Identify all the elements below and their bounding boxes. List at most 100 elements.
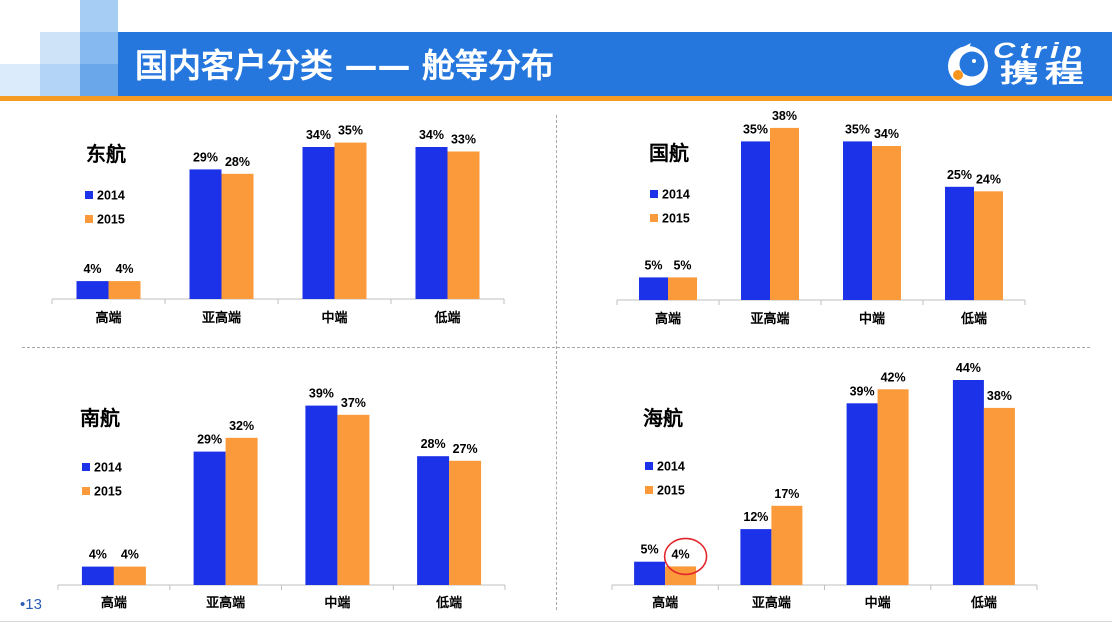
header-bar: 国内客户分类 —— 舱等分布	[118, 32, 1112, 96]
category-label-haihang-sub-high: 亚高端	[752, 595, 791, 611]
legend-label-2015: 2015	[94, 485, 122, 499]
bar-nanhang-2015-high	[113, 566, 146, 585]
decor-square	[80, 0, 118, 32]
legend: 2014 2015	[650, 188, 690, 226]
decor-square	[80, 64, 118, 96]
legend-swatch-2014	[645, 462, 653, 470]
bar-donghang-2014-low	[415, 147, 448, 299]
category-label-nanhang-sub-high: 亚高端	[206, 595, 245, 611]
data-label-nanhang-2014-low: 28%	[421, 437, 446, 451]
data-label-nanhang-2015-sub-high: 32%	[229, 419, 254, 433]
category-label-guohang-mid: 中端	[859, 311, 885, 327]
bar-donghang-2015-sub-high	[221, 173, 254, 299]
data-label-guohang-2015-sub-high: 38%	[772, 109, 797, 123]
category-label-guohang-low: 低端	[960, 311, 987, 327]
bar-guohang-2014-mid	[843, 141, 872, 300]
bar-haihang-2014-low	[952, 380, 984, 585]
data-label-nanhang-2015-mid: 37%	[341, 396, 366, 410]
data-label-donghang-2015-sub-high: 28%	[225, 155, 250, 169]
data-label-donghang-2014-low: 34%	[419, 128, 444, 142]
legend-swatch-2014	[82, 463, 90, 471]
data-label-guohang-2015-high: 5%	[673, 258, 691, 272]
page-number: •13	[20, 596, 42, 613]
data-label-haihang-2014-sub-high: 12%	[743, 510, 768, 524]
decor-square	[80, 32, 118, 64]
bar-guohang-2014-sub-high	[741, 141, 770, 300]
legend-label-2014: 2014	[94, 461, 122, 475]
category-label-donghang-low: 低端	[433, 310, 460, 326]
bar-nanhang-2014-low	[417, 456, 450, 585]
bar-nanhang-2015-sub-high	[225, 437, 258, 585]
bar-haihang-2015-low	[983, 407, 1015, 585]
logo-chinese-text: 携程	[1000, 59, 1090, 88]
plot-area: 5% 4% 高端 12% 17% 亚高端 39% 42% 中端 44% 38% 低端	[611, 361, 1038, 611]
legend-label-2014: 2014	[97, 189, 125, 203]
bar-haihang-2014-mid	[846, 403, 878, 585]
highlight-circle	[663, 537, 708, 576]
category-label-donghang-sub-high: 亚高端	[202, 310, 241, 326]
data-label-haihang-2014-low: 44%	[956, 361, 981, 375]
bar-nanhang-2014-mid	[305, 405, 338, 585]
accent-line	[0, 96, 1112, 101]
data-label-donghang-2014-sub-high: 29%	[193, 150, 218, 164]
slide-title: 国内客户分类 —— 舱等分布	[135, 46, 554, 85]
legend: 2014 2015	[645, 460, 685, 498]
bar-donghang-2015-low	[447, 151, 480, 299]
category-label-guohang-high: 高端	[655, 311, 681, 327]
horizontal-divider	[22, 347, 1090, 348]
bar-donghang-2015-mid	[334, 142, 367, 299]
bar-guohang-2014-high	[639, 277, 668, 301]
vertical-divider	[556, 115, 557, 610]
plot-area: 4% 4% 高端 29% 28% 亚高端 34% 35% 中端 34% 33% 低端	[51, 124, 505, 326]
legend-swatch-2015	[650, 214, 658, 222]
annotation-layer	[663, 537, 708, 576]
data-label-nanhang-2014-mid: 39%	[309, 387, 334, 401]
data-label-guohang-2015-low: 24%	[976, 172, 1001, 186]
legend-swatch-2014	[85, 191, 93, 199]
bar-haihang-2014-sub-high	[740, 529, 772, 585]
data-label-guohang-2014-low: 25%	[947, 168, 972, 182]
decor-square	[0, 64, 40, 96]
data-label-haihang-2014-high: 5%	[641, 543, 659, 557]
bar-nanhang-2015-low	[449, 460, 482, 585]
legend-swatch-2014	[650, 190, 658, 198]
logo-latin-text: Ctrip	[993, 38, 1086, 63]
chart-title: 东航	[86, 142, 126, 166]
data-label-haihang-2015-sub-high: 17%	[774, 487, 799, 501]
data-label-haihang-2015-low: 38%	[987, 389, 1012, 403]
legend: 2014 2015	[82, 461, 122, 499]
chart-donghang: 东航 2014 2015 4% 4% 高端 29% 28% 亚高端 34% 35% 中端 34% 3…	[51, 124, 505, 326]
chart-guohang: 国航 2014 2015 5% 5% 高端 35% 38% 亚高端 35% 34% 中端 25% 2…	[616, 109, 1026, 327]
chart-title: 国航	[649, 141, 689, 165]
category-label-donghang-high: 高端	[95, 310, 121, 326]
data-label-nanhang-2015-high: 4%	[121, 548, 139, 562]
bar-donghang-2015-high	[108, 281, 141, 299]
dolphin-logo-icon	[948, 43, 988, 86]
bar-nanhang-2014-high	[81, 566, 114, 585]
data-label-guohang-2015-mid: 34%	[874, 127, 899, 141]
legend-label-2014: 2014	[662, 188, 690, 202]
data-label-donghang-2015-low: 33%	[451, 133, 476, 147]
data-label-guohang-2014-mid: 35%	[845, 122, 870, 136]
data-label-donghang-2014-mid: 34%	[306, 128, 331, 142]
bar-guohang-2014-low	[945, 186, 974, 301]
legend-swatch-2015	[645, 486, 653, 494]
decor-square	[40, 64, 80, 96]
bar-haihang-2014-high	[634, 561, 666, 585]
chart-title: 海航	[643, 406, 683, 430]
data-label-haihang-2015-high: 4%	[672, 547, 690, 561]
bar-donghang-2014-sub-high	[189, 169, 222, 299]
chart-nanhang: 南航 2014 2015 4% 4% 高端 29% 32% 亚高端 39% 37% 中端 28% 2…	[57, 387, 506, 611]
legend: 2014 2015	[85, 189, 125, 227]
category-label-haihang-high: 高端	[652, 595, 678, 611]
bar-donghang-2014-mid	[302, 147, 335, 299]
footer-line	[0, 621, 1112, 622]
legend-label-2015: 2015	[97, 213, 125, 227]
data-label-nanhang-2015-low: 27%	[453, 442, 478, 456]
chart-haihang: 海航 2014 2015 5% 4% 高端 12% 17% 亚高端 39% 42% 中端 44% 3…	[611, 361, 1038, 611]
legend-label-2014: 2014	[657, 460, 685, 474]
plot-area: 5% 5% 高端 35% 38% 亚高端 35% 34% 中端 25% 24% 低端	[616, 109, 1026, 327]
data-label-donghang-2015-high: 4%	[115, 262, 133, 276]
